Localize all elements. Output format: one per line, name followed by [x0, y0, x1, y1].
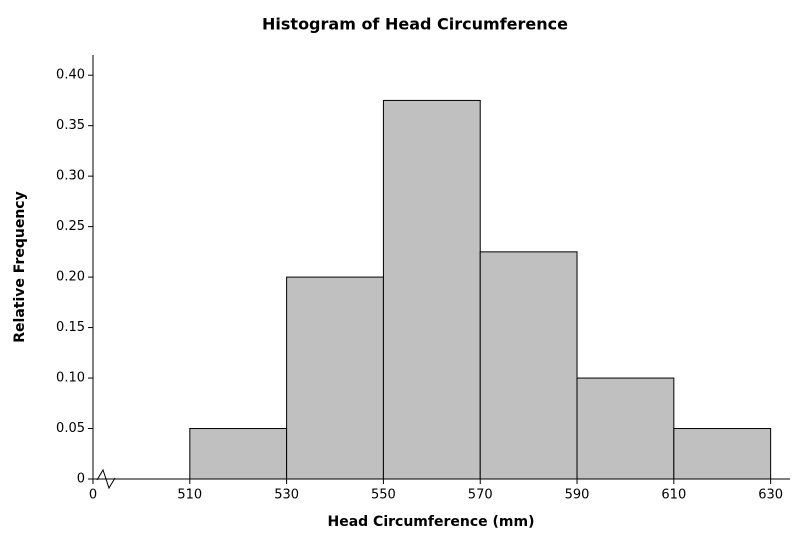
- x-tick-label: 530: [274, 488, 299, 503]
- x-tick-label: 0: [89, 488, 97, 503]
- x-tick-label: 590: [565, 488, 590, 503]
- y-tick-label: 0.05: [56, 421, 85, 436]
- x-tick-label: 550: [371, 488, 396, 503]
- bar: [189, 428, 288, 480]
- y-tick-label: 0: [77, 472, 85, 487]
- y-tick-label: 0.25: [56, 219, 85, 234]
- bar: [479, 251, 578, 480]
- bar: [286, 276, 384, 480]
- y-tick-label: 0.35: [56, 118, 85, 133]
- y-tick-label: 0.15: [56, 320, 85, 335]
- bar: [382, 99, 481, 480]
- x-axis-label: Head Circumference (mm): [328, 514, 535, 530]
- y-tick-label: 0.30: [56, 169, 85, 184]
- bar: [673, 428, 772, 480]
- chart-title: Histogram of Head Circumference: [262, 15, 568, 34]
- x-tick-label: 510: [177, 488, 202, 503]
- x-tick-label: 570: [468, 488, 493, 503]
- y-axis-label: Relative Frequency: [12, 191, 28, 342]
- y-tick-label: 0.20: [56, 270, 85, 285]
- y-tick-label: 0.40: [56, 68, 85, 83]
- y-tick-label: 0.10: [56, 371, 85, 386]
- x-tick-label: 630: [758, 488, 783, 503]
- bar: [576, 377, 675, 480]
- x-tick-label: 610: [661, 488, 686, 503]
- axis-break: [96, 468, 116, 490]
